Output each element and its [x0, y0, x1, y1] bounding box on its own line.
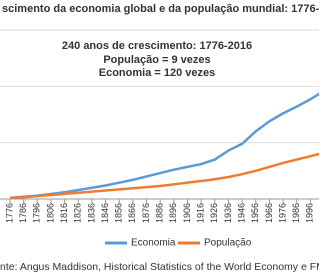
x-tick-label: 1846 [100, 203, 110, 223]
x-tick-label: 1966 [264, 203, 274, 223]
x-tick-label: 1916 [196, 203, 206, 223]
chart-title: scimento da economia global e da populaç… [2, 3, 319, 15]
data-line [9, 92, 319, 200]
x-tick-label: 1806 [45, 203, 55, 223]
data-line [9, 152, 319, 200]
x-tick-label: 1836 [86, 203, 96, 223]
x-tick-label: 1936 [223, 203, 233, 223]
legend-label: População [204, 238, 252, 249]
source-note: nte: Angus Maddison, Historical Statisti… [0, 261, 319, 273]
x-tick-label: 1816 [59, 203, 69, 223]
x-tick-label: 1996 [305, 203, 315, 223]
annotation: Economia = 120 vezes [99, 67, 215, 79]
x-tick-label: 1826 [73, 203, 83, 223]
x-tick-label: 1976 [277, 203, 287, 223]
x-tick-label: 1906 [182, 203, 192, 223]
x-tick-label: 2006 [318, 203, 319, 223]
x-tick-label: 1946 [236, 203, 246, 223]
x-tick-label: 1786 [18, 203, 28, 223]
x-tick-label: 1776 [4, 203, 14, 223]
x-tick-label: 1956 [250, 203, 260, 223]
x-tick-label: 1856 [114, 203, 124, 223]
annotation: 240 anos de crescimento: 1776-2016 [62, 40, 252, 52]
x-tick-label: 1986 [291, 203, 301, 223]
x-tick-label: 1886 [155, 203, 165, 223]
annotation: População = 9 vezes [103, 54, 210, 66]
x-tick-label: 1876 [141, 203, 151, 223]
x-tick-label: 1896 [168, 203, 178, 223]
x-tick-label: 1866 [127, 203, 137, 223]
x-tick-label: 1926 [209, 203, 219, 223]
x-tick-label: 1796 [32, 203, 42, 223]
legend-label: Economia [131, 238, 176, 249]
